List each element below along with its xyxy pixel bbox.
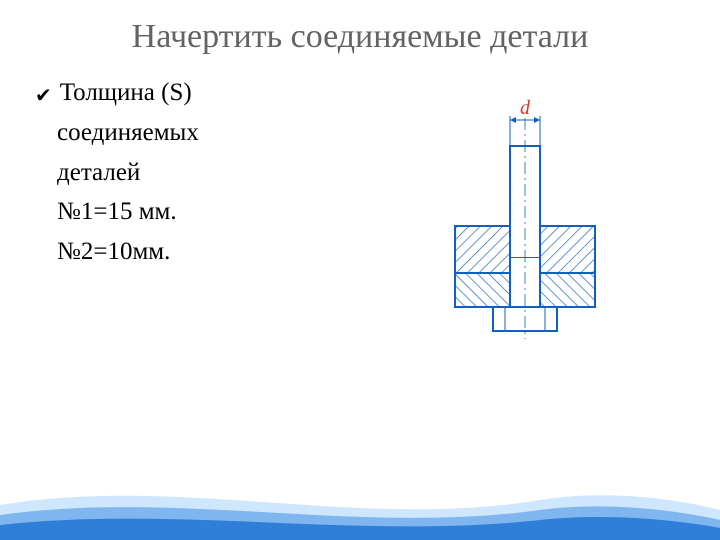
line-4: №1=15 мм. <box>35 195 365 229</box>
line-5: №2=10мм. <box>35 235 365 269</box>
svg-text:d: d <box>520 97 531 119</box>
text-column: ✔ Толщина (S) соединяемых деталей №1=15 … <box>35 76 365 356</box>
content-area: ✔ Толщина (S) соединяемых деталей №1=15 … <box>0 56 720 356</box>
footer-wave <box>0 470 720 540</box>
line-2: соединяемых <box>35 116 365 150</box>
line-3: деталей <box>35 156 365 190</box>
title-text: Начертить соединяемые детали <box>132 18 589 55</box>
checkmark-icon: ✔ <box>35 86 52 106</box>
line-1: Толщина (S) <box>60 76 192 110</box>
bolt-section-diagram: d <box>415 76 635 356</box>
diagram-column: d <box>365 76 685 356</box>
bullet-item: ✔ Толщина (S) <box>35 76 365 110</box>
slide-title: Начертить соединяемые детали <box>0 0 720 56</box>
